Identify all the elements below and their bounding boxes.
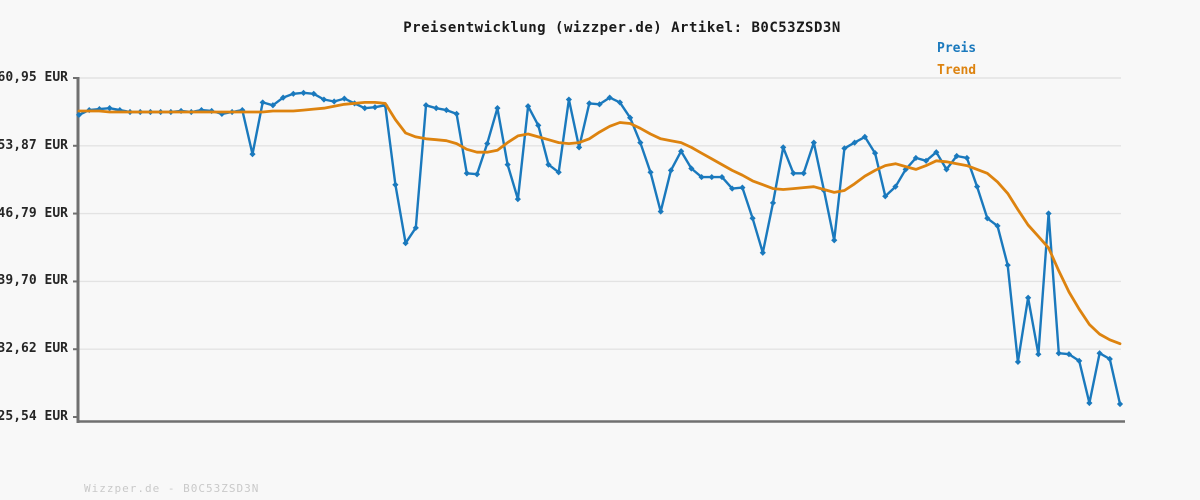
trend-line (77, 101, 1122, 346)
y-axis-tick-label: 39,70 EUR (0, 273, 68, 288)
axis-spines (73, 77, 1125, 423)
y-axis-tick-label: 60,95 EUR (0, 70, 68, 85)
chart-series (75, 89, 1124, 408)
legend-item-trend: Trend (937, 63, 977, 78)
legend: Preis Trend (937, 38, 976, 82)
y-axis-tick-label: 25,54 EUR (0, 409, 68, 424)
y-axis-tick-label: 53,87 EUR (0, 138, 68, 153)
y-axis-labels: 60,95 EUR 53,87 EUR 46,79 EUR 39,70 EUR … (0, 0, 74, 500)
price-line (77, 91, 1122, 406)
gridlines (78, 77, 1121, 350)
price-markers (75, 89, 1124, 408)
y-axis-tick-label: 32,62 EUR (0, 341, 68, 356)
chart-title: Preisentwicklung (wizzper.de) Artikel: B… (403, 20, 841, 36)
y-axis-tick-label: 46,79 EUR (0, 206, 68, 221)
legend-item-preis: Preis (937, 41, 977, 56)
footer-watermark: Wizzper.de - B0C53ZSD3N (84, 482, 260, 495)
